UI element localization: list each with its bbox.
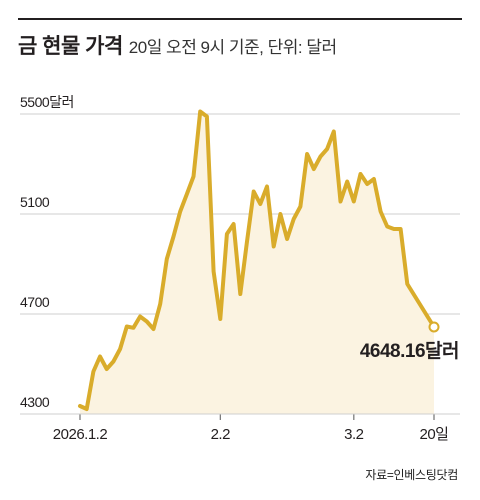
y-tick-label: 4700 xyxy=(20,294,50,310)
y-tick-label: 4300 xyxy=(20,394,50,410)
chart-subtitle: 20일 오전 9시 기준, 단위: 달러 xyxy=(128,38,337,57)
endpoint-marker xyxy=(428,321,440,333)
area-fill xyxy=(80,111,434,414)
x-tick-label: 3.2 xyxy=(344,426,364,443)
endpoint-label: 4648.16달러 xyxy=(360,340,459,362)
chart-title: 금 현물 가격 xyxy=(18,35,123,58)
price-line xyxy=(78,109,436,411)
chart-header: 금 현물 가격 20일 오전 9시 기준, 단위: 달러 xyxy=(18,30,337,60)
source-note: 자료=인베스팅닷컴 xyxy=(365,468,458,482)
y-tick-label: 5100 xyxy=(20,194,50,210)
top-rule xyxy=(18,18,462,20)
x-tick-label: 2.2 xyxy=(211,426,231,443)
x-tick-label: 2026.1.2 xyxy=(53,426,108,443)
x-tick-label: 20일 xyxy=(420,426,449,443)
y-tick-label: 5500달러 xyxy=(20,94,74,110)
